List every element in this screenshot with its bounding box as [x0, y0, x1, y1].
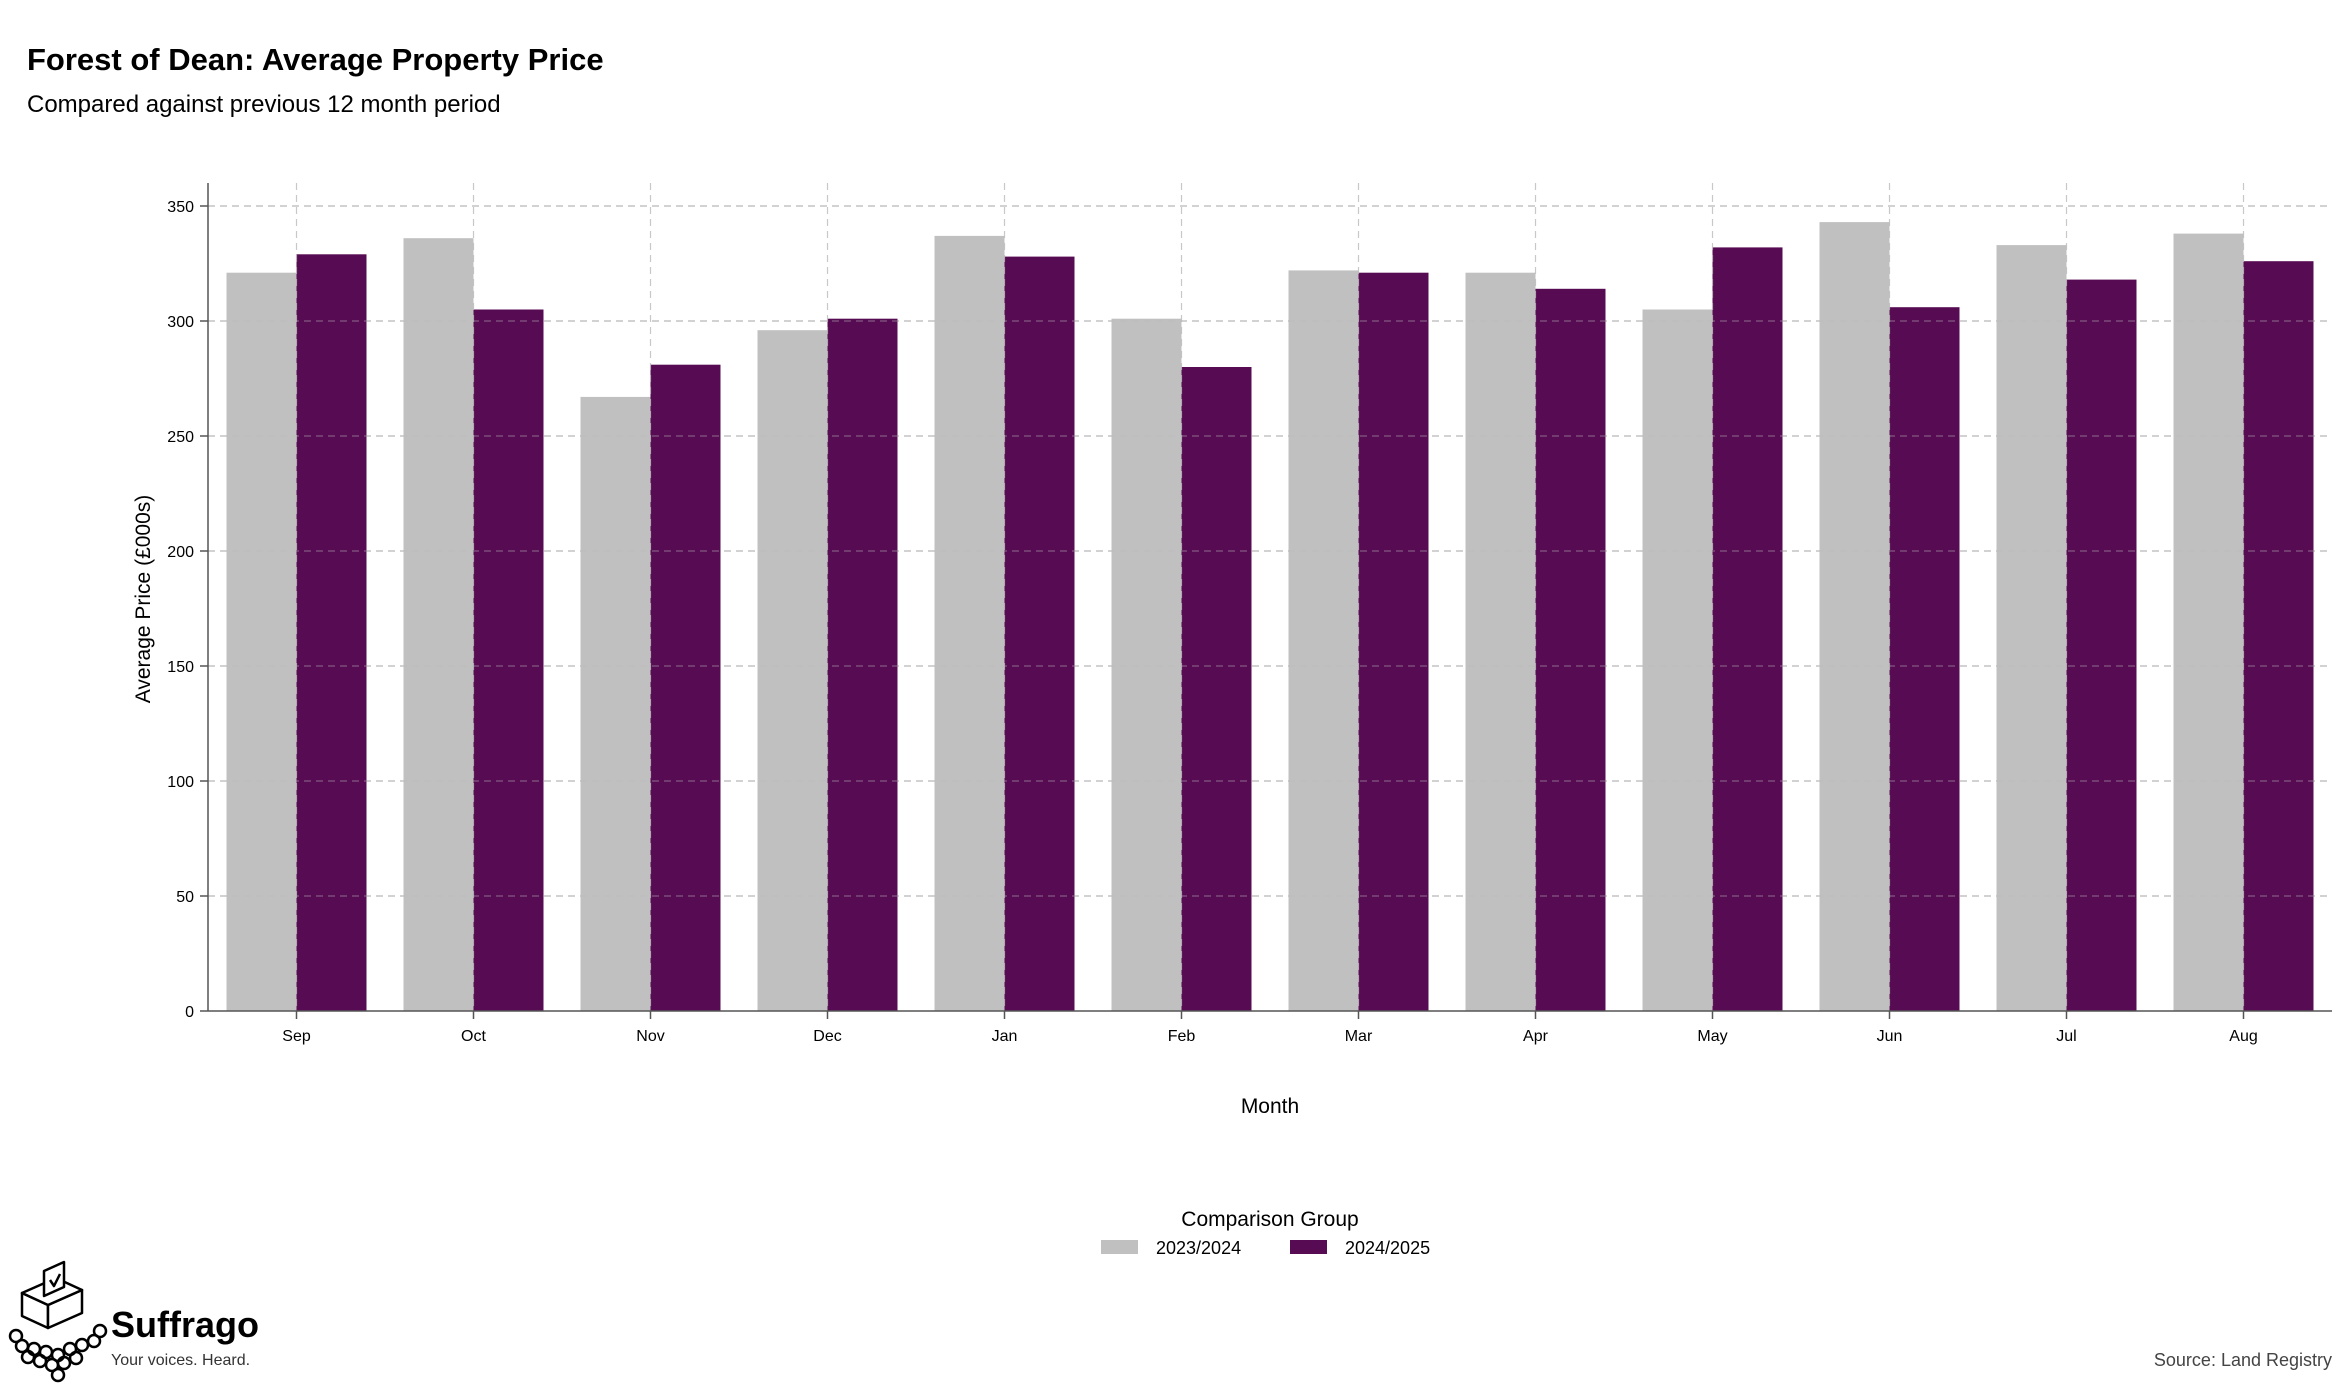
bar-2-may	[1712, 247, 1783, 1011]
bar-1-nov	[580, 396, 651, 1011]
bar-2-feb	[1181, 367, 1252, 1011]
bar-2-mar	[1358, 272, 1429, 1011]
x-tick-label: Sep	[282, 1028, 311, 1045]
bar-1-sep	[226, 272, 297, 1011]
source-note: Source: Land Registry	[2154, 1350, 2332, 1370]
x-tick-label: Mar	[1345, 1028, 1373, 1045]
legend-swatch-series-2	[1290, 1240, 1327, 1254]
chart-title: Forest of Dean: Average Property Price	[27, 42, 604, 77]
legend-swatch-series-1	[1101, 1240, 1138, 1254]
bar-2-aug	[2243, 261, 2314, 1011]
y-tick-label: 200	[167, 544, 194, 561]
y-axis-title: Average Price (£000s)	[132, 495, 155, 704]
x-tick-label: Jul	[2056, 1028, 2076, 1045]
y-tick-label: 50	[176, 889, 194, 906]
bar-1-jun	[1819, 222, 1890, 1012]
brand-logo: Suffrago Your voices. Heard.	[8, 1260, 259, 1383]
bar-1-aug	[2173, 233, 2244, 1012]
bar-2-sep	[296, 254, 367, 1012]
brand-tagline: Your voices. Heard.	[111, 1352, 250, 1369]
bar-1-jan	[934, 235, 1005, 1011]
bar-1-mar	[1288, 270, 1359, 1011]
x-tick-label: Jun	[1877, 1028, 1903, 1045]
axes	[200, 183, 2332, 1019]
bar-2-nov	[650, 364, 721, 1011]
x-tick-label: May	[1697, 1028, 1727, 1045]
bar-2-jun	[1889, 307, 1960, 1011]
tick-labels: 0 50 100 150 200 250 300 350 Sep Oct Nov Dec Jan Feb M…	[167, 199, 2257, 1045]
bar-2-jan	[1004, 256, 1075, 1012]
chart-subtitle: Compared against previous 12 month perio…	[27, 91, 501, 118]
y-tick-label: 0	[185, 1004, 194, 1021]
x-tick-label: Feb	[1168, 1028, 1196, 1045]
legend-title: Comparison Group	[1181, 1208, 1358, 1231]
bar-1-feb	[1111, 318, 1182, 1011]
brand-name: Suffrago	[111, 1304, 259, 1345]
x-tick-label: Dec	[813, 1028, 841, 1045]
y-tick-label: 150	[167, 659, 194, 676]
bar-1-oct	[403, 238, 474, 1011]
x-tick-label: Jan	[992, 1028, 1018, 1045]
y-tick-label: 250	[167, 429, 194, 446]
bar-1-jul	[1996, 245, 2067, 1012]
y-tick-label: 300	[167, 314, 194, 331]
bar-2-dec	[827, 318, 898, 1011]
x-tick-label: Nov	[636, 1028, 664, 1045]
bar-2-oct	[473, 309, 544, 1011]
bar-1-apr	[1465, 272, 1536, 1011]
ballot-box-icon	[8, 1260, 108, 1383]
x-tick-label: Apr	[1523, 1028, 1549, 1045]
x-tick-label: Aug	[2229, 1028, 2257, 1045]
legend: Comparison Group 2023/2024 2024/2025	[1101, 1208, 1430, 1258]
bar-2-apr	[1535, 288, 1606, 1011]
bar-1-may	[1642, 309, 1713, 1011]
x-tick-label: Oct	[461, 1028, 486, 1045]
x-axis-title: Month	[1241, 1095, 1299, 1118]
bar-1-dec	[757, 330, 828, 1011]
y-tick-label: 350	[167, 199, 194, 216]
bar-2-jul	[2066, 279, 2137, 1012]
legend-label-series-2: 2024/2025	[1345, 1238, 1430, 1258]
gridlines	[208, 205, 2332, 897]
legend-label-series-1: 2023/2024	[1156, 1238, 1241, 1258]
bars	[208, 183, 2332, 1012]
y-tick-label: 100	[167, 774, 194, 791]
